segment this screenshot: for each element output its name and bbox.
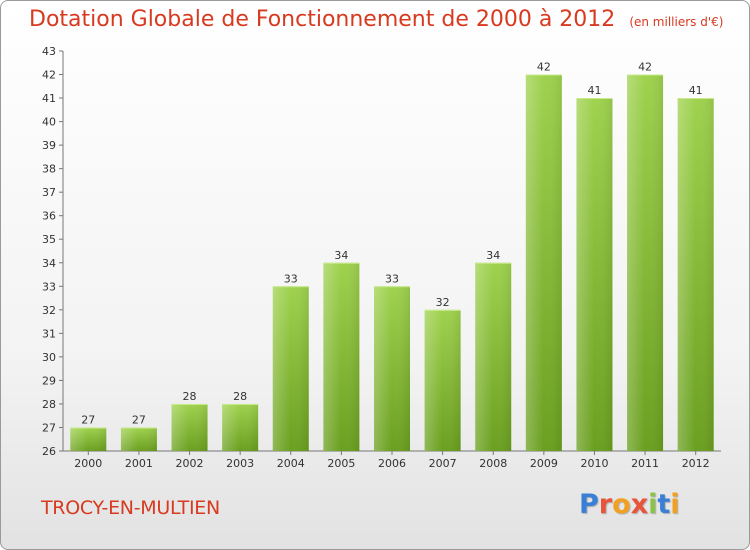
bar-shade <box>576 98 613 451</box>
bar-shade <box>272 286 309 451</box>
bar-shade <box>677 98 714 451</box>
chart-title-text: Dotation Globale de Fonctionnement de 20… <box>29 7 616 32</box>
logo-letter: i <box>670 489 680 520</box>
logo-letter: o <box>612 489 631 520</box>
bar-group: 28 <box>222 390 259 451</box>
bar-shade <box>323 262 360 451</box>
y-tick-label: 31 <box>42 327 56 340</box>
bar-value-label: 42 <box>537 61 551 74</box>
chart-subtitle: (en milliers d'€) <box>629 15 724 29</box>
logo-letter: r <box>598 489 613 520</box>
bar-group: 42 <box>627 61 664 451</box>
x-tick-label: 2003 <box>226 457 254 470</box>
x-tick-label: 2007 <box>429 457 457 470</box>
x-tick-label: 2009 <box>530 457 558 470</box>
y-tick-label: 27 <box>42 421 56 434</box>
bar-shade <box>627 74 664 451</box>
x-tick-label: 2012 <box>682 457 710 470</box>
y-tick-label: 28 <box>42 398 56 411</box>
x-tick-label: 2001 <box>125 457 153 470</box>
bar-group: 41 <box>677 84 714 451</box>
bar-group: 32 <box>424 296 461 451</box>
y-tick-label: 32 <box>42 304 56 317</box>
y-tick-label: 41 <box>42 92 56 105</box>
y-tick-label: 37 <box>42 186 56 199</box>
y-tick-label: 38 <box>42 163 56 176</box>
x-tick-label: 2006 <box>378 457 406 470</box>
bar-shade <box>475 262 512 451</box>
bar-shade <box>424 309 461 451</box>
bar-value-label: 34 <box>334 249 348 262</box>
bar-value-label: 34 <box>486 249 500 262</box>
bar-value-label: 28 <box>233 390 247 403</box>
bar-value-label: 32 <box>436 296 450 309</box>
logo-letter: i <box>648 489 658 520</box>
y-tick-label: 42 <box>42 69 56 82</box>
x-tick-label: 2002 <box>176 457 204 470</box>
proxiti-logo: Proxiti <box>579 489 680 520</box>
bar-shade <box>222 403 259 451</box>
bar-value-label: 41 <box>587 84 601 97</box>
x-tick-label: 2000 <box>74 457 102 470</box>
bar-shade <box>70 427 107 451</box>
logo-letter: x <box>630 489 649 520</box>
bar-group: 34 <box>323 249 360 451</box>
x-tick-label: 2011 <box>631 457 659 470</box>
bar-value-label: 42 <box>638 61 652 74</box>
y-tick-label: 33 <box>42 280 56 293</box>
logo-letter: t <box>657 489 671 520</box>
bar-value-label: 33 <box>385 272 399 285</box>
bar-shade <box>374 286 410 451</box>
bar-value-label: 28 <box>183 390 197 403</box>
y-tick-label: 43 <box>42 45 56 58</box>
x-tick-label: 2005 <box>327 457 355 470</box>
bar-shade <box>171 403 208 451</box>
y-tick-label: 34 <box>42 257 56 270</box>
y-tick-label: 29 <box>42 374 56 387</box>
bar-group: 34 <box>475 249 512 451</box>
x-tick-label: 2004 <box>277 457 305 470</box>
bar-group: 33 <box>272 272 309 451</box>
y-tick-label: 40 <box>42 116 56 129</box>
bar-value-label: 41 <box>689 84 703 97</box>
bar-shade <box>525 74 562 451</box>
y-tick-label: 35 <box>42 233 56 246</box>
y-tick-label: 39 <box>42 139 56 152</box>
y-tick-label: 26 <box>42 445 56 458</box>
logo-letter: P <box>579 489 599 520</box>
y-tick-label: 36 <box>42 210 56 223</box>
chart-title: Dotation Globale de Fonctionnement de 20… <box>29 7 723 32</box>
bar-group: 28 <box>171 390 208 451</box>
bar-group: 27 <box>120 413 157 451</box>
commune-name: TROCY-EN-MULTIEN <box>41 497 220 519</box>
bar-shade <box>120 427 157 451</box>
y-tick-label: 30 <box>42 351 56 364</box>
bar-value-label: 27 <box>81 413 95 426</box>
bar-value-label: 27 <box>132 413 146 426</box>
bar-group: 41 <box>576 84 613 451</box>
x-tick-label: 2010 <box>580 457 608 470</box>
bar-group: 33 <box>374 272 410 451</box>
bar-group: 27 <box>70 413 107 451</box>
bar-value-label: 33 <box>284 272 298 285</box>
bar-group: 42 <box>525 61 562 451</box>
x-tick-label: 2008 <box>479 457 507 470</box>
